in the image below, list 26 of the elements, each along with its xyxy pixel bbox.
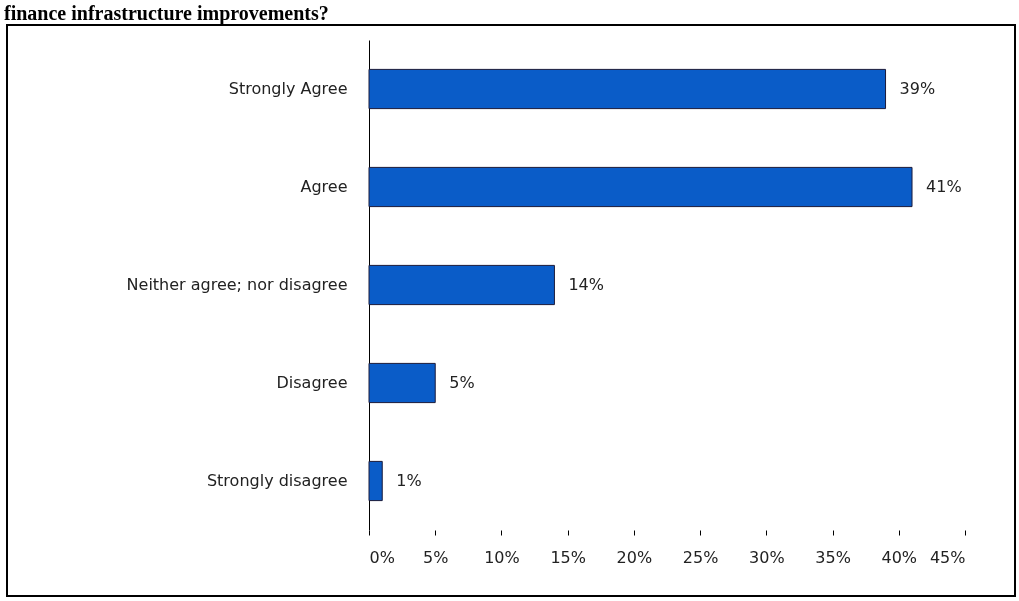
data-label: 41% [926, 177, 962, 196]
x-tick-label: 5% [423, 547, 449, 567]
text: finance infrastructure improvements? [4, 2, 329, 25]
x-tick-label: 25% [682, 547, 719, 567]
bar [368, 264, 555, 306]
bar [368, 362, 436, 404]
data-label: 14% [568, 275, 604, 294]
bar [368, 166, 913, 208]
x-tick-label: 0% [369, 547, 395, 567]
data-label: 1% [396, 471, 422, 490]
y-tick-label: Strongly Agree [228, 79, 348, 98]
x-tick-label: 20% [616, 547, 653, 567]
y-tick-label: Agree [300, 177, 348, 196]
y-tick-label: Disagree [276, 373, 348, 392]
data-label: 39% [899, 79, 936, 98]
x-tick-label: 40% [881, 547, 918, 567]
y-tick-label: Strongly disagree [206, 471, 348, 490]
data-label: 5% [449, 373, 475, 392]
x-tick-label: 30% [749, 547, 785, 567]
y-tick-label: Neither agree; nor disagree [126, 275, 348, 294]
bar [368, 68, 887, 110]
x-tick-label: 35% [815, 547, 851, 567]
x-tick-label: 10% [484, 547, 520, 567]
bar [368, 460, 383, 502]
x-tick-label: 15% [550, 547, 586, 567]
x-tick-label: 45% [929, 547, 966, 567]
